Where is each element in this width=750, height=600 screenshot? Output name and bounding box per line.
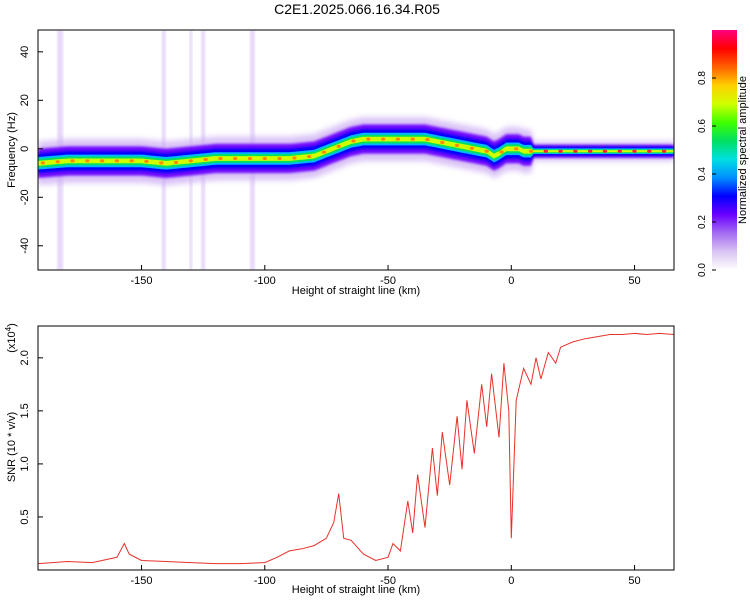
spectrogram-peak — [469, 146, 475, 150]
spectrogram-peak — [40, 161, 46, 165]
spectrogram-peak — [602, 149, 608, 153]
spectrogram-y-tick-label: -40 — [19, 238, 31, 254]
spectrogram-peak — [351, 139, 356, 143]
snr-x-tick-label: -100 — [254, 575, 276, 587]
spectrogram-peak — [85, 159, 90, 163]
snr-y-label: SNR (10 * v/v) — [6, 412, 18, 482]
spectrogram-peak — [366, 137, 371, 141]
spectrogram-y-tick-label: 20 — [19, 94, 31, 106]
spectrogram-peak — [558, 149, 563, 153]
spectrogram-heatmap — [38, 30, 674, 270]
spectrogram-band — [38, 136, 674, 166]
spectrogram-peak — [306, 154, 312, 159]
spectrogram-peak — [573, 149, 578, 153]
spectrogram-peak — [203, 157, 208, 162]
snr-y-tick-label: 1.0 — [19, 456, 31, 471]
spectrogram-peak — [277, 156, 282, 161]
spectrogram-peak — [425, 137, 430, 142]
spectrogram-peak — [617, 149, 622, 153]
spectrogram-y-tick-label: 40 — [19, 46, 31, 58]
chart-title: C2E1.2025.066.16.34.R05 — [274, 1, 440, 17]
spectrogram-peak — [144, 159, 149, 163]
spectrogram-y-tick-label: -20 — [19, 189, 31, 205]
spectrogram-x-label: Height of straight line (km) — [292, 285, 420, 297]
colorbar-tick-label: 0.4 — [697, 167, 708, 181]
spectrogram-peak — [218, 156, 223, 161]
spectrogram-panel: -150 -100 -50 0 50 40 20 0 -20 -40 Height of str… — [6, 29, 675, 297]
colorbar-tick-label: 0.6 — [697, 119, 708, 133]
snr-y-tick-label: 1.5 — [19, 403, 31, 418]
spectrogram-x-tick-label: -150 — [131, 275, 153, 287]
snr-x-label: Height of straight line (km) — [292, 584, 420, 596]
colorbar-tick-label: 0.2 — [697, 215, 708, 229]
spectrogram-peak — [632, 149, 637, 153]
colorbar-gradient — [712, 30, 737, 270]
spectrogram-peak — [233, 156, 238, 161]
colorbar-tick-label: 0.0 — [697, 263, 708, 277]
spectrogram-x-tick-label: 50 — [628, 275, 640, 287]
colorbar-tick-label: 0.8 — [697, 71, 708, 85]
spectrogram-peak — [395, 137, 401, 141]
snr-x-tick-label: -50 — [380, 575, 396, 587]
snr-frame — [37, 325, 675, 571]
spectrogram-peak — [159, 161, 164, 165]
spectrogram-frame — [37, 29, 675, 271]
spectrogram-peak — [528, 149, 534, 153]
colorbar-label: Normalized spectral amplitude — [737, 76, 749, 224]
spectrogram-peak — [661, 149, 667, 153]
spectrogram-peak — [129, 159, 134, 163]
spectrogram-peak — [647, 149, 652, 153]
spectrogram-peak — [70, 159, 75, 163]
spectrogram-peak — [99, 159, 105, 163]
snr-panel: -150 -100 -50 0 50 0.5 1.0 1.5 2.0 Height of st… — [4, 323, 675, 596]
colorbar-ticks: 0.0 0.2 0.4 0.6 0.8 — [697, 71, 716, 277]
snr-y-ticks: 0.5 1.0 1.5 2.0 — [19, 350, 43, 525]
spectrogram-peak — [55, 160, 60, 164]
spectrogram-peak — [587, 149, 593, 153]
snr-y-tick-label: 0.5 — [19, 509, 31, 524]
spectrogram-y-tick-label: 0 — [19, 146, 31, 152]
snr-x-tick-label: -150 — [131, 575, 153, 587]
spectrogram-peak — [440, 140, 445, 145]
snr-y-tick-label: 2.0 — [19, 350, 31, 365]
spectrogram-peak — [514, 147, 519, 151]
colorbar: 0.0 0.2 0.4 0.6 0.8 Normalized spectral ampl… — [697, 30, 749, 277]
spectrogram-peak — [454, 143, 460, 147]
spectrogram-x-tick-label: -100 — [254, 275, 276, 287]
spectrogram-peak — [292, 156, 297, 160]
spectrogram-x-tick-label: -50 — [380, 275, 396, 287]
snr-series-line — [38, 332, 674, 565]
spectrogram-x-tick-label: 0 — [508, 275, 514, 287]
spectrogram-peak — [336, 144, 341, 148]
snr-x-tick-label: 0 — [508, 575, 514, 587]
spectrogram-peak — [380, 137, 386, 141]
spectrogram-peak — [499, 150, 504, 154]
spectrogram-x-ticks: -150 -100 -50 0 50 — [131, 265, 641, 287]
spectrogram-peak — [410, 137, 415, 141]
spectrogram-peak — [247, 156, 253, 161]
spectrogram-peak — [114, 159, 120, 163]
spectrogram-peak — [321, 150, 327, 154]
spectrogram-peak — [262, 156, 267, 161]
snr-y-multiplier: (x104) — [4, 323, 18, 353]
snr-x-tick-label: 50 — [628, 575, 640, 587]
snr-x-ticks: -150 -100 -50 0 50 — [131, 565, 641, 587]
spectrogram-y-label: Frequency (Hz) — [6, 112, 18, 188]
spectrogram-y-ticks: 40 20 0 -20 -40 — [19, 46, 43, 254]
spectrogram-peak — [188, 159, 194, 163]
spectrogram-peak — [543, 149, 549, 153]
spectrogram-peak — [484, 149, 489, 153]
spectrogram-peak — [173, 160, 179, 164]
